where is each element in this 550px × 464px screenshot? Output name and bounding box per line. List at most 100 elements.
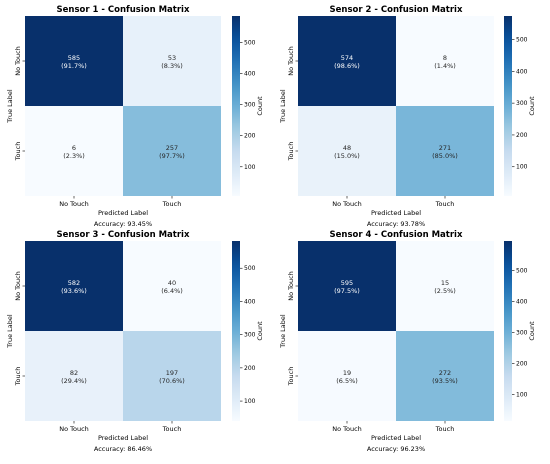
cell-count-label: 15 xyxy=(441,279,449,287)
x-tick-label: Touch xyxy=(435,425,455,433)
chart-title: Sensor 2 - Confusion Matrix xyxy=(330,5,463,15)
y-tick-label: No Touch xyxy=(14,46,22,76)
cell-count-label: 582 xyxy=(68,279,80,287)
panel-sensor-2: Sensor 2 - Confusion Matrix574(98.6%)8(1… xyxy=(279,5,536,228)
x-tick-label: No Touch xyxy=(332,200,362,208)
cell-percent-label: (97.7%) xyxy=(159,152,185,160)
cell-count-label: 595 xyxy=(341,279,353,287)
heatmap-cell xyxy=(396,106,494,196)
cell-count-label: 197 xyxy=(166,369,178,377)
colorbar-tick-label: 500 xyxy=(516,267,528,274)
colorbar-tick-label: 500 xyxy=(244,265,256,272)
x-axis-label: Predicted Label xyxy=(371,209,421,217)
panel-sensor-1: Sensor 1 - Confusion Matrix585(91.7%)53(… xyxy=(6,5,264,228)
cell-percent-label: (2.3%) xyxy=(63,152,85,160)
colorbar-tick-label: 100 xyxy=(244,164,256,171)
cell-count-label: 82 xyxy=(70,369,78,377)
colorbar xyxy=(232,16,240,196)
colorbar-tick-label: 400 xyxy=(244,298,256,305)
panel-sensor-3: Sensor 3 - Confusion Matrix582(93.6%)40(… xyxy=(6,230,264,453)
heatmap-cell xyxy=(123,331,221,421)
cell-percent-label: (29.4%) xyxy=(61,377,87,385)
colorbar-tick-label: 200 xyxy=(516,361,528,368)
cell-percent-label: (98.6%) xyxy=(334,62,360,70)
colorbar-tick-label: 300 xyxy=(244,332,256,339)
x-tick-label: Touch xyxy=(435,200,455,208)
colorbar-tick-label: 100 xyxy=(516,392,528,399)
heatmap-cell xyxy=(123,106,221,196)
colorbar-tick-label: 500 xyxy=(516,37,528,44)
colorbar-tick-label: 200 xyxy=(516,132,528,139)
cell-count-label: 257 xyxy=(166,144,178,152)
colorbar-tick-label: 300 xyxy=(516,100,528,107)
y-axis-label: True Label xyxy=(6,314,14,349)
y-tick-label: Touch xyxy=(287,367,295,387)
heatmap-cell xyxy=(123,241,221,331)
colorbar-label: Count xyxy=(528,96,536,116)
x-tick-label: Touch xyxy=(162,425,182,433)
y-tick-label: Touch xyxy=(287,142,295,162)
x-tick-label: No Touch xyxy=(59,425,89,433)
cell-percent-label: (85.0%) xyxy=(432,152,458,160)
heatmap-cell xyxy=(25,331,123,421)
heatmap-cell xyxy=(298,241,396,331)
cell-count-label: 574 xyxy=(341,54,353,62)
cell-percent-label: (6.4%) xyxy=(161,287,183,295)
cell-percent-label: (2.5%) xyxy=(434,287,456,295)
colorbar-tick-label: 300 xyxy=(516,330,528,337)
cell-percent-label: (93.6%) xyxy=(61,287,87,295)
y-tick-label: Touch xyxy=(14,142,22,162)
chart-title: Sensor 1 - Confusion Matrix xyxy=(57,5,190,15)
y-tick-label: No Touch xyxy=(287,46,295,76)
y-tick-label: No Touch xyxy=(14,271,22,301)
cell-count-label: 271 xyxy=(439,144,451,152)
chart-title: Sensor 4 - Confusion Matrix xyxy=(330,230,463,240)
colorbar-tick-label: 100 xyxy=(244,398,256,405)
y-axis-label: True Label xyxy=(6,89,14,124)
cell-count-label: 40 xyxy=(168,279,176,287)
y-tick-label: Touch xyxy=(14,367,22,387)
cell-percent-label: (1.4%) xyxy=(434,62,456,70)
x-tick-label: Touch xyxy=(162,200,182,208)
cell-percent-label: (97.5%) xyxy=(334,287,360,295)
accuracy-label: Accuracy: 93.78% xyxy=(367,220,425,228)
colorbar xyxy=(504,16,512,196)
heatmap-cell xyxy=(396,241,494,331)
cell-count-label: 585 xyxy=(68,54,80,62)
colorbar-tick-label: 200 xyxy=(244,365,256,372)
colorbar xyxy=(232,241,240,421)
colorbar-tick-label: 300 xyxy=(244,102,256,109)
x-axis-label: Predicted Label xyxy=(371,434,421,442)
heatmap-cell xyxy=(396,16,494,106)
y-axis-label: True Label xyxy=(279,89,287,124)
cell-count-label: 6 xyxy=(72,144,76,152)
accuracy-label: Accuracy: 86.46% xyxy=(94,445,152,453)
heatmap-cell xyxy=(298,331,396,421)
colorbar-tick-label: 400 xyxy=(244,71,256,78)
heatmap-cell xyxy=(396,331,494,421)
panel-sensor-4: Sensor 4 - Confusion Matrix595(97.5%)15(… xyxy=(279,230,536,453)
accuracy-label: Accuracy: 96.23% xyxy=(367,445,425,453)
y-tick-label: No Touch xyxy=(287,271,295,301)
heatmap-cell xyxy=(25,16,123,106)
accuracy-label: Accuracy: 93.45% xyxy=(94,220,152,228)
cell-count-label: 19 xyxy=(343,369,351,377)
x-tick-label: No Touch xyxy=(59,200,89,208)
x-tick-label: No Touch xyxy=(332,425,362,433)
colorbar-label: Count xyxy=(528,321,536,341)
cell-count-label: 272 xyxy=(439,369,451,377)
colorbar-label: Count xyxy=(256,321,264,341)
x-axis-label: Predicted Label xyxy=(98,209,148,217)
colorbar-label: Count xyxy=(256,96,264,116)
chart-title: Sensor 3 - Confusion Matrix xyxy=(57,230,190,240)
heatmap-cell xyxy=(123,16,221,106)
cell-count-label: 53 xyxy=(168,54,176,62)
colorbar-tick-label: 400 xyxy=(516,299,528,306)
cell-count-label: 8 xyxy=(443,54,447,62)
colorbar-tick-label: 200 xyxy=(244,133,256,140)
cell-percent-label: (15.0%) xyxy=(334,152,360,160)
cell-percent-label: (93.5%) xyxy=(432,377,458,385)
heatmap-cell xyxy=(25,106,123,196)
heatmap-cell xyxy=(298,16,396,106)
